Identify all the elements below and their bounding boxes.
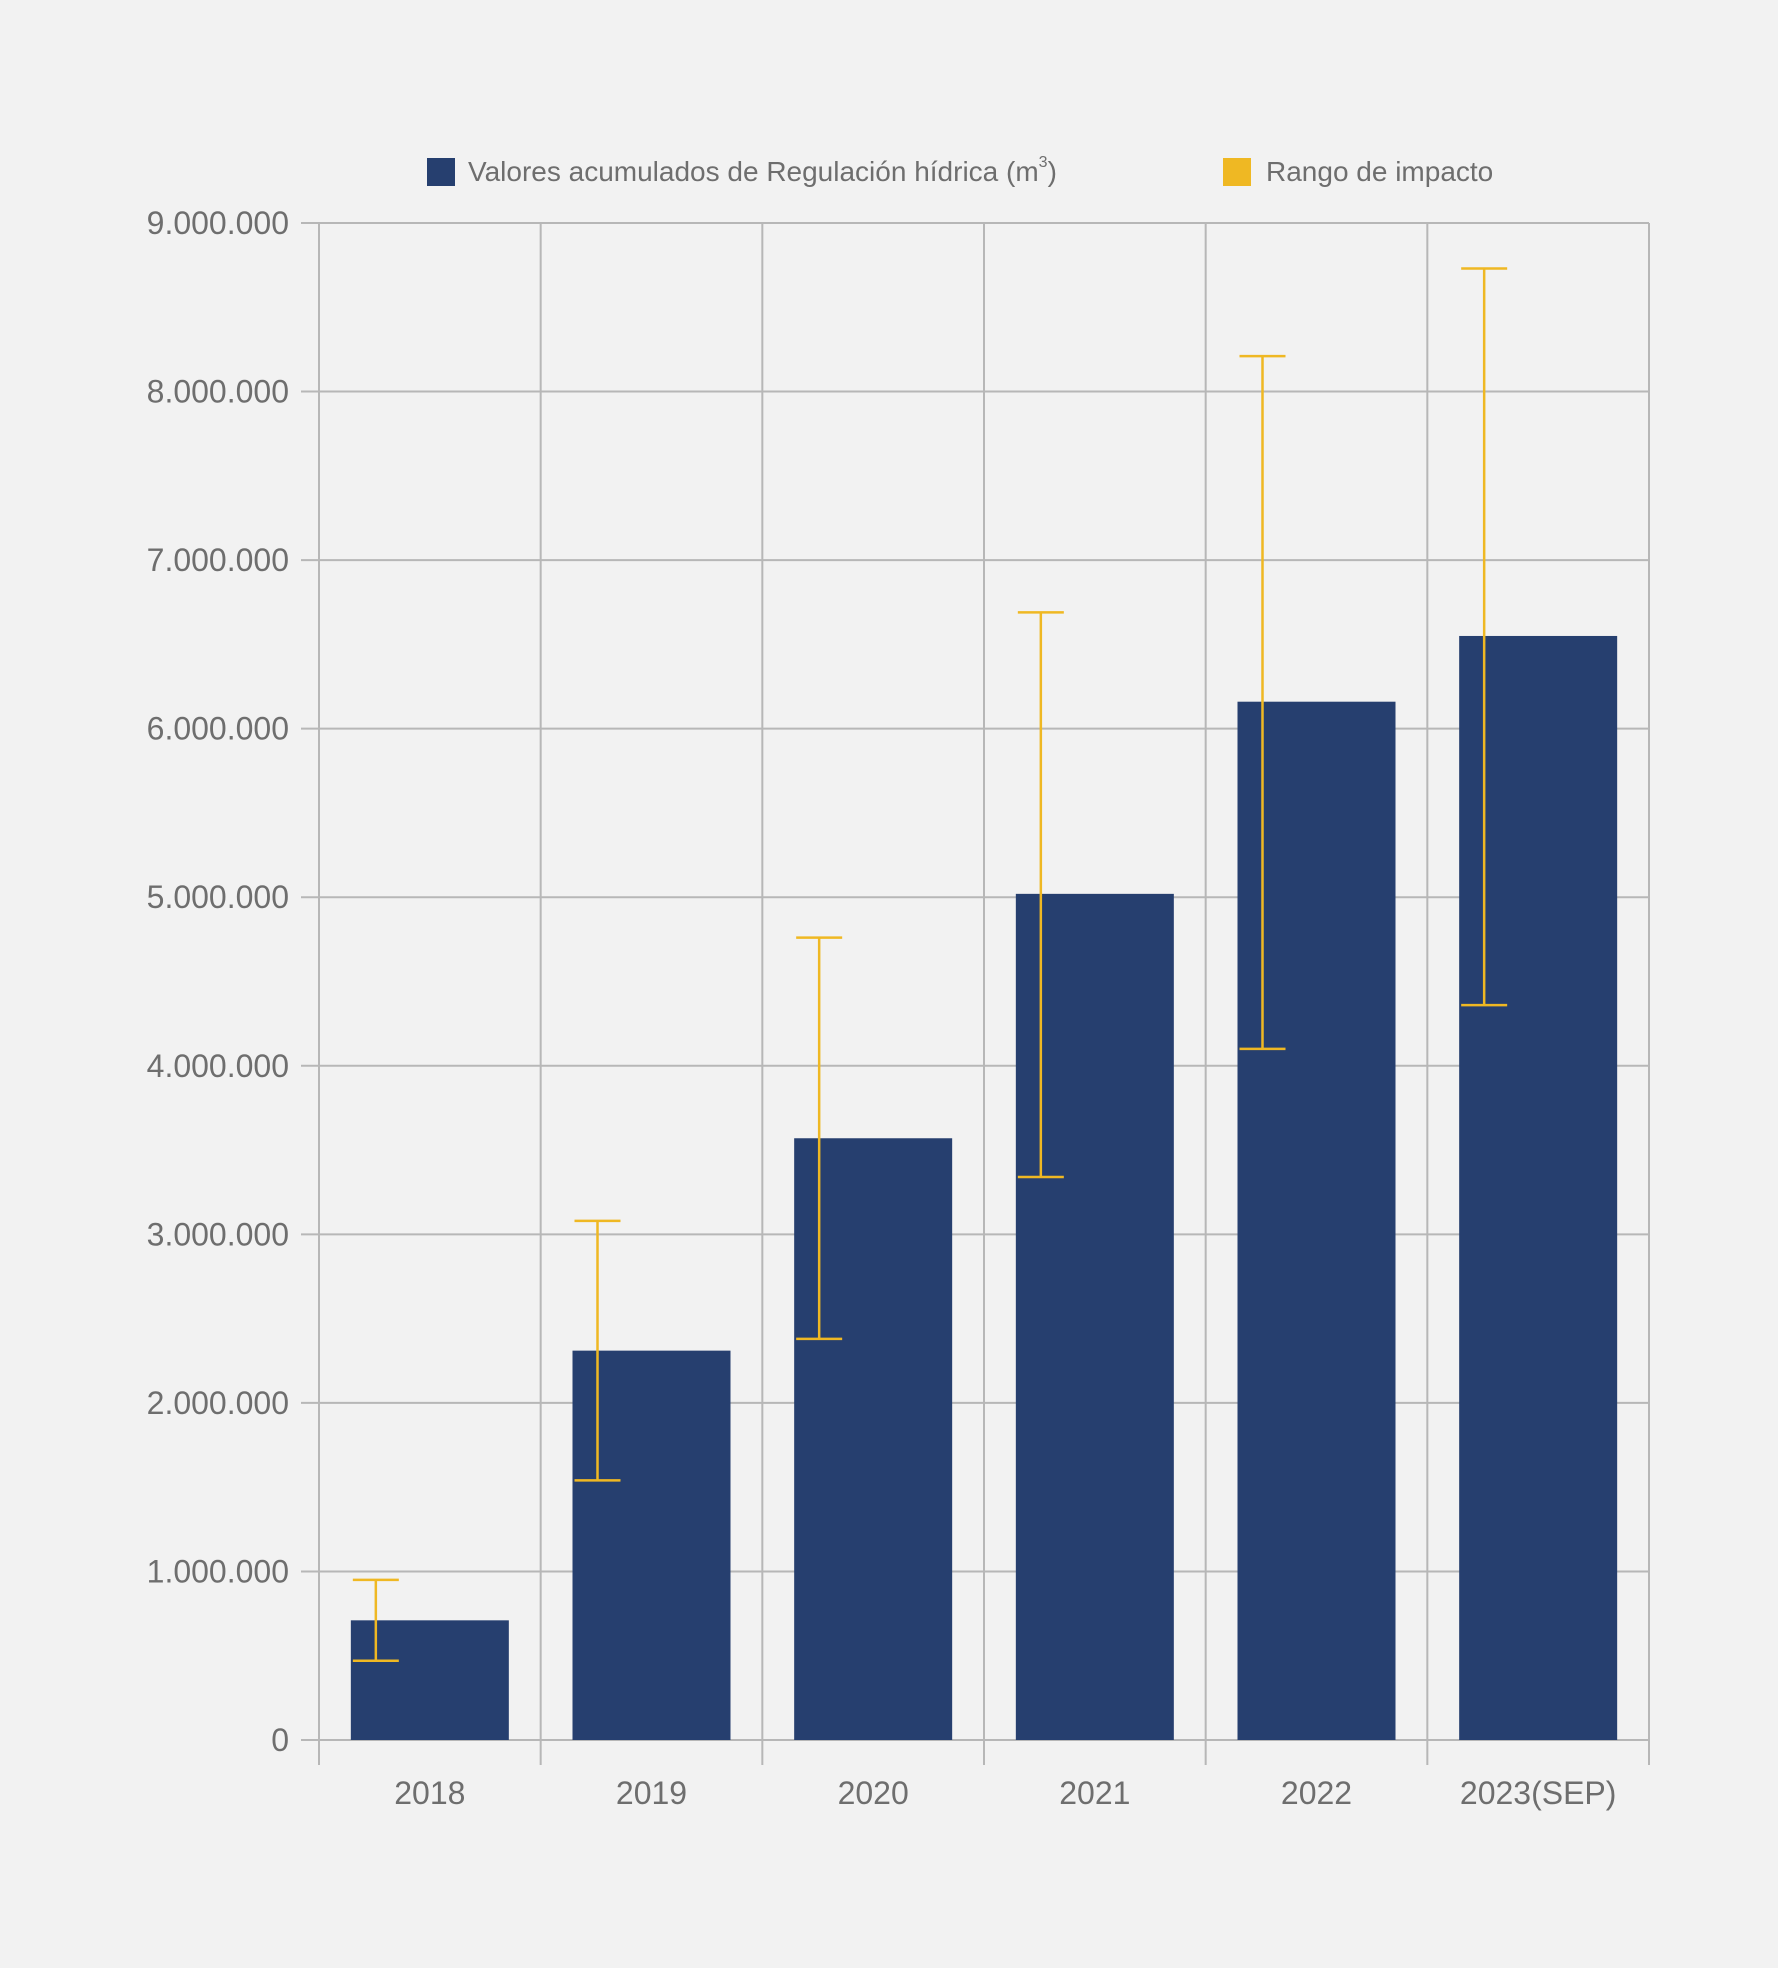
error-bar bbox=[1017, 611, 1064, 1179]
error-bar bbox=[796, 936, 843, 1341]
y-tick-label: 2.000.000 bbox=[147, 1385, 289, 1421]
x-tick-label: 2022 bbox=[1281, 1775, 1352, 1811]
x-tick-label: 2021 bbox=[1059, 1775, 1130, 1811]
x-tick-label: 2023(SEP) bbox=[1460, 1775, 1617, 1811]
y-tick-label: 0 bbox=[271, 1722, 289, 1758]
x-tick-label: 2020 bbox=[838, 1775, 909, 1811]
grid bbox=[301, 222, 1650, 1765]
legend-swatch-series bbox=[427, 158, 455, 186]
bar bbox=[350, 1620, 509, 1740]
y-tick-label: 1.000.000 bbox=[147, 1553, 289, 1589]
bar bbox=[1459, 635, 1618, 1740]
axes: 0 1.000.000 2.000.000 3.000.000 4.000.000 5.0… bbox=[147, 205, 1617, 1811]
y-tick-label: 4.000.000 bbox=[147, 1048, 289, 1084]
bar bbox=[1237, 701, 1396, 1740]
bar bbox=[572, 1350, 731, 1740]
y-tick-label: 7.000.000 bbox=[147, 542, 289, 578]
error-bar bbox=[1239, 354, 1286, 1051]
legend-swatch-range bbox=[1223, 158, 1251, 186]
error-bars bbox=[352, 267, 1508, 1663]
error-bar bbox=[1461, 267, 1508, 1007]
bar bbox=[794, 1138, 953, 1740]
error-bar bbox=[574, 1219, 621, 1482]
y-tick-label: 6.000.000 bbox=[147, 711, 289, 747]
legend-label-series-sup: 3 bbox=[1039, 154, 1048, 171]
legend-label-range: Rango de impacto bbox=[1266, 156, 1493, 187]
legend-label-series-base: Valores acumulados de Regulación hídrica… bbox=[468, 156, 1039, 187]
y-tick-label: 9.000.000 bbox=[147, 205, 289, 241]
x-tick-label: 2018 bbox=[394, 1775, 465, 1811]
error-bar bbox=[352, 1578, 399, 1663]
bars bbox=[350, 635, 1618, 1740]
y-tick-label: 5.000.000 bbox=[147, 879, 289, 915]
legend-label-series: Valores acumulados de Regulación hídrica… bbox=[468, 154, 1057, 187]
legend: Valores acumulados de Regulación hídrica… bbox=[427, 154, 1493, 187]
y-tick-label: 3.000.000 bbox=[147, 1216, 289, 1252]
bar bbox=[1015, 893, 1174, 1740]
legend-label-series-end: ) bbox=[1048, 156, 1057, 187]
x-tick-label: 2019 bbox=[616, 1775, 687, 1811]
y-tick-label: 8.000.000 bbox=[147, 374, 289, 410]
